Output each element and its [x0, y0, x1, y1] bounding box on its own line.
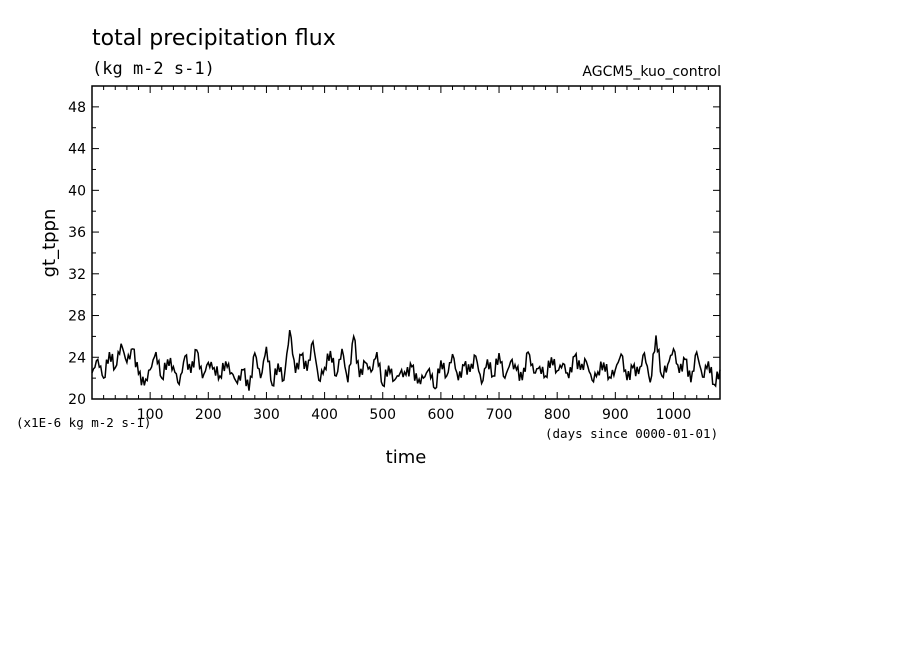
- x-tick-label: 900: [602, 407, 629, 423]
- x-tick-label: 400: [311, 407, 338, 423]
- x-units-note: (days since 0000-01-01): [545, 426, 718, 441]
- chart-title: total precipitation flux: [92, 26, 336, 51]
- y-axis-label: gt_tppn: [39, 209, 60, 278]
- x-tick-label: 700: [486, 407, 513, 423]
- axes: [91, 85, 721, 400]
- y-tick-label: 20: [68, 392, 86, 408]
- y-scale-note: (x1E-6 kg m-2 s-1): [16, 415, 151, 430]
- y-tick-label: 32: [68, 267, 86, 283]
- x-tick-label: 300: [253, 407, 280, 423]
- x-tick-label: 100: [137, 407, 164, 423]
- series-line: [91, 329, 721, 391]
- y-tick-label: 44: [68, 142, 86, 158]
- y-tick-label: 24: [68, 350, 86, 366]
- x-tick-label: 200: [195, 407, 222, 423]
- x-tick-label: 800: [544, 407, 571, 423]
- y-tick-label: 40: [68, 183, 86, 199]
- y-tick-label: 36: [68, 225, 86, 241]
- y-tick-label: 48: [68, 100, 86, 116]
- plot-frame: [91, 85, 721, 400]
- x-tick-label: 600: [428, 407, 455, 423]
- experiment-label: AGCM5_kuo_control: [582, 64, 721, 80]
- x-tick-label: 500: [369, 407, 396, 423]
- chart-units-label: (kg m-2 s-1): [92, 59, 215, 79]
- y-tick-label: 28: [68, 309, 86, 325]
- x-tick-label: 1000: [656, 407, 692, 423]
- tick-marks: [91, 85, 721, 400]
- tick-labels: 20 24 28 32 36 40 44 48 100 200 300 400 500 600 700 800…: [68, 100, 691, 423]
- x-axis-label: time: [386, 447, 427, 468]
